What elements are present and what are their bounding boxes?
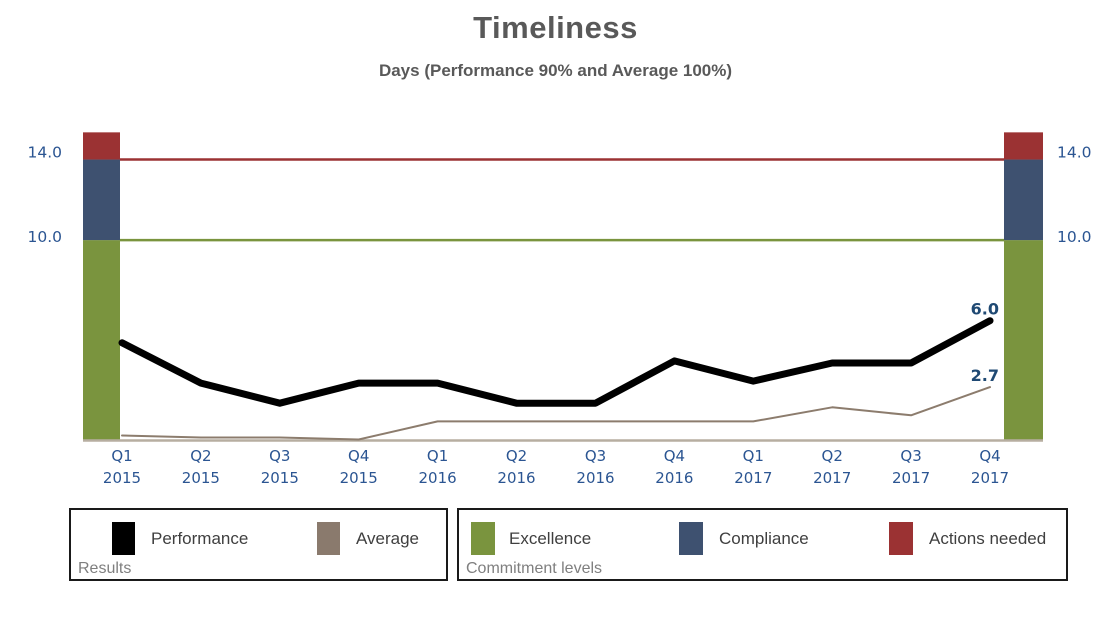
commitment-bands — [83, 132, 1043, 442]
legend-swatch-average — [317, 522, 340, 555]
series-end-labels: 6.0 2.7 — [971, 300, 999, 385]
legend-commitment-box: Commitment levels Excellence Compliance Ac… — [457, 508, 1068, 581]
legend-swatch-performance — [112, 522, 135, 555]
x-tick-label: Q3 2015 — [261, 447, 299, 487]
legend-label-actions-needed: Actions needed — [929, 529, 1047, 548]
x-tick-label: Q4 2015 — [340, 447, 378, 487]
legend-label-performance: Performance — [151, 529, 249, 548]
x-tick-label: Q1 2015 — [103, 447, 141, 487]
x-tick-label: Q1 2017 — [734, 447, 772, 487]
x-tick-label: Q1 2016 — [419, 447, 457, 487]
legend-swatch-excellence — [471, 522, 495, 555]
band-compliance-left — [83, 159, 120, 241]
x-axis-tick-labels: Q1 2015 Q2 2015 Q3 2015 Q4 2015 Q1 2016 Q2 2016 Q3 20… — [103, 447, 1009, 487]
y-axis-label-right-14.0: 14.0 — [1057, 144, 1092, 162]
x-tick-label: Q3 2017 — [892, 447, 930, 487]
x-tick-label: Q2 2015 — [182, 447, 220, 487]
series-line-average — [121, 386, 991, 441]
band-compliance-right — [1004, 159, 1043, 241]
legend-label-excellence: Excellence — [509, 529, 592, 548]
x-tick-label: Q4 2016 — [655, 447, 693, 487]
legend-commitment-caption: Commitment levels — [466, 560, 603, 577]
band-actions-needed-right — [1004, 132, 1043, 160]
series-line-performance — [118, 317, 994, 407]
legend-label-compliance: Compliance — [719, 529, 809, 548]
end-label-performance: 6.0 — [971, 300, 999, 319]
legend-results-box: Results Performance Average — [69, 508, 448, 581]
end-label-average: 2.7 — [971, 366, 999, 385]
x-tick-label: Q2 2016 — [497, 447, 535, 487]
y-axis-label-left-10.0: 10.0 — [27, 228, 62, 246]
data-series — [118, 317, 994, 441]
legend-results-caption: Results — [78, 560, 132, 577]
y-axis-label-left-14.0: 14.0 — [27, 144, 62, 162]
band-actions-needed-left — [83, 132, 120, 160]
reference-lines: 14.0 14.0 10.0 10.0 — [27, 144, 1091, 247]
band-excellence-right — [1004, 240, 1043, 442]
legend-swatch-compliance — [679, 522, 703, 555]
chart-title: Timeliness — [473, 10, 638, 45]
x-tick-label: Q4 2017 — [971, 447, 1009, 487]
chart-subtitle: Days (Performance 90% and Average 100%) — [378, 61, 733, 80]
legend-label-average: Average — [356, 529, 420, 548]
legend-swatch-actions-needed — [889, 522, 913, 555]
y-axis-label-right-10.0: 10.0 — [1057, 228, 1092, 246]
x-tick-label: Q3 2016 — [576, 447, 614, 487]
x-tick-label: Q2 2017 — [813, 447, 851, 487]
band-excellence-left — [83, 240, 120, 442]
